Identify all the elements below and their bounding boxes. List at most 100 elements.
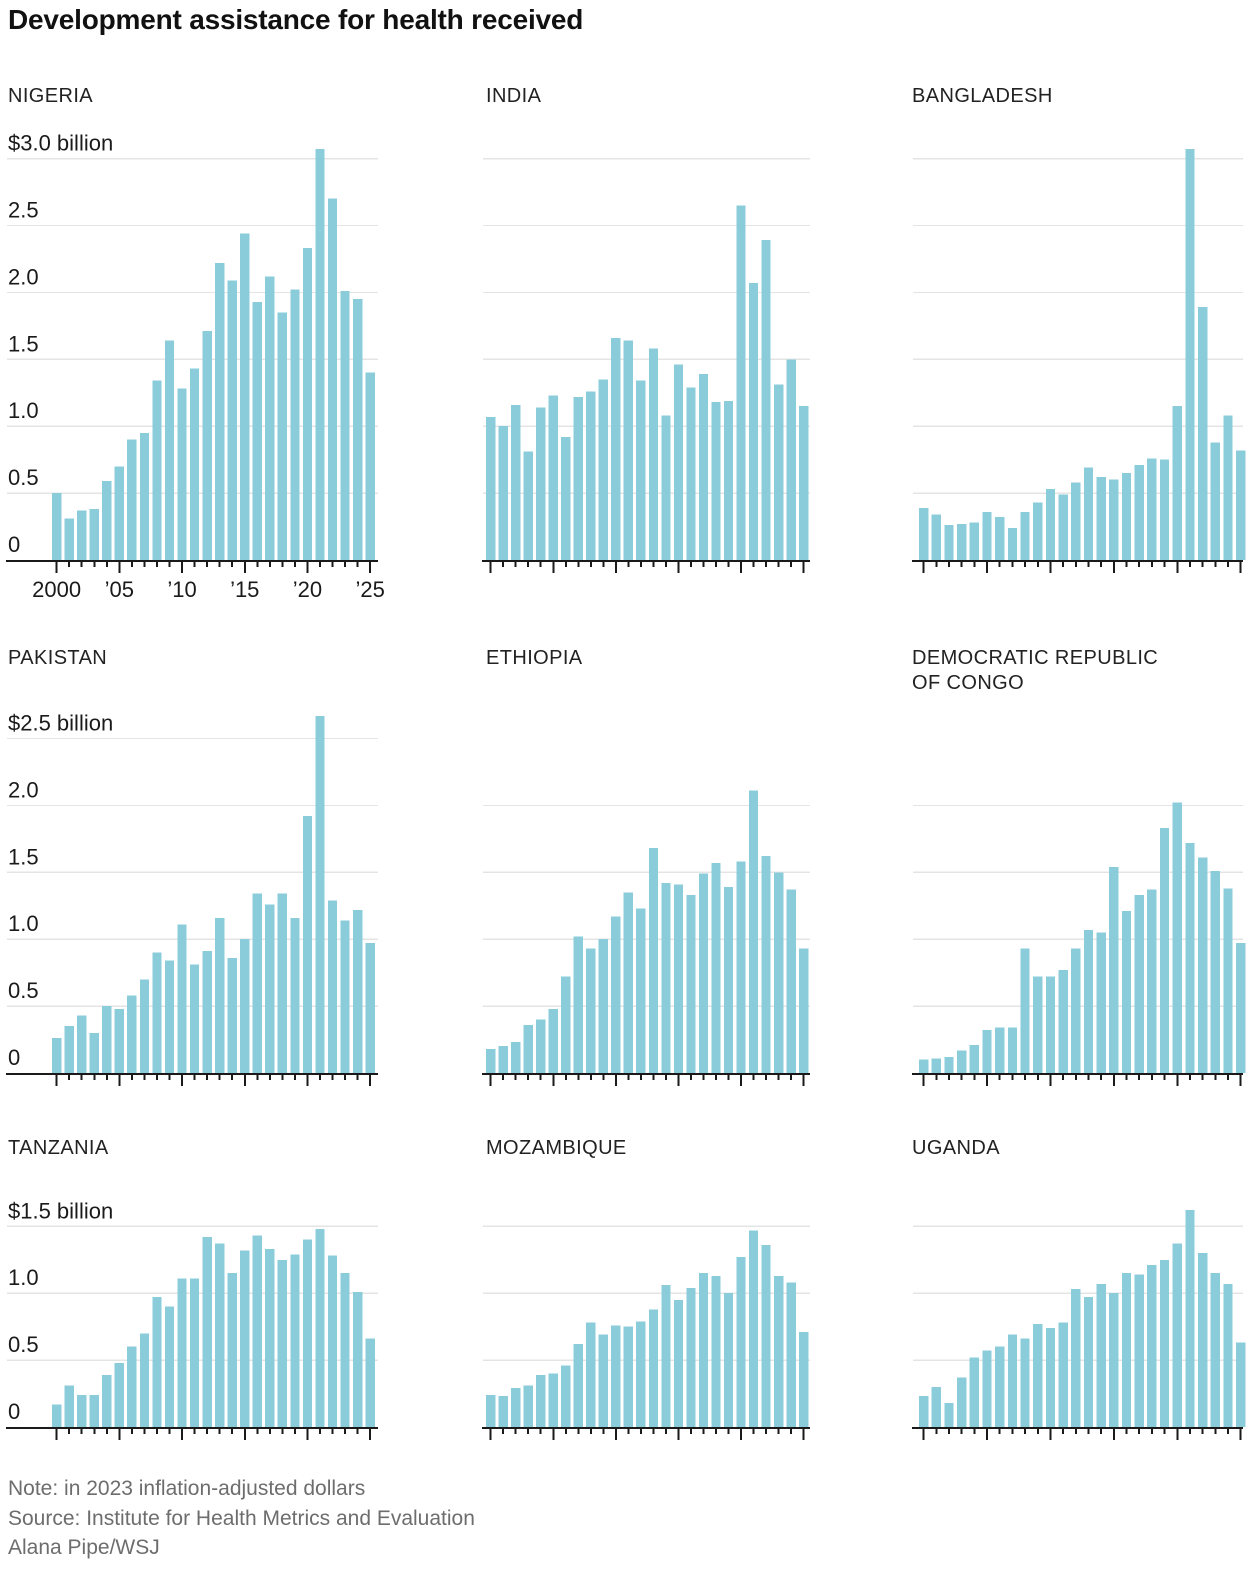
chart-pakistan: $2.5 billion 2.0 1.5 1.0 0.5 0 xyxy=(6,711,378,1086)
bar-2022 xyxy=(761,856,771,1073)
y-axis-tick-label: 0.5 xyxy=(8,465,39,490)
bar-2016 xyxy=(1121,473,1132,560)
x-axis-year-label: 2000 xyxy=(32,577,81,602)
bar-2013 xyxy=(215,1243,225,1427)
y-axis-tick-label: 2.0 xyxy=(8,777,39,802)
bar-2019 xyxy=(1159,459,1170,560)
bar-2021 xyxy=(748,1230,759,1427)
bar-2023 xyxy=(340,291,350,560)
bar-2023 xyxy=(773,872,784,1073)
bar-2017 xyxy=(1134,895,1144,1073)
bar-2020 xyxy=(302,248,313,560)
bar-2002 xyxy=(511,1388,521,1427)
bar-2021 xyxy=(1185,842,1195,1073)
bar-2012 xyxy=(1071,482,1081,560)
bar-2001 xyxy=(498,1046,508,1073)
bar-2017 xyxy=(1134,1274,1144,1427)
bar-2021 xyxy=(315,1228,325,1427)
bar-2008 xyxy=(586,948,596,1073)
bar-2019 xyxy=(1159,1259,1170,1427)
bar-2006 xyxy=(995,1346,1005,1427)
x-axis-year-label: ’20 xyxy=(293,577,322,602)
bar-2019 xyxy=(290,917,300,1073)
bar-2013 xyxy=(648,848,659,1073)
bar-2022 xyxy=(761,1245,771,1427)
bar-2005 xyxy=(114,1008,124,1073)
bar-2017 xyxy=(698,374,709,560)
bar-2007 xyxy=(1007,1027,1018,1073)
bar-2001 xyxy=(931,1058,941,1073)
bar-2007 xyxy=(1007,1334,1018,1427)
bar-2013 xyxy=(1083,467,1094,560)
bar-2011 xyxy=(623,1326,634,1427)
bar-2013 xyxy=(215,262,225,560)
chart-uganda xyxy=(912,1210,1246,1440)
bar-2001 xyxy=(64,518,74,560)
bar-2007 xyxy=(1007,527,1018,560)
bar-2011 xyxy=(1058,969,1068,1073)
bar-2023 xyxy=(1210,1273,1220,1427)
bar-2014 xyxy=(227,1273,237,1427)
bar-2003 xyxy=(523,1024,533,1073)
bar-2014 xyxy=(661,415,671,560)
bar-2001 xyxy=(64,1026,74,1073)
bar-2018 xyxy=(711,862,721,1073)
bar-2012 xyxy=(202,331,212,560)
bar-2017 xyxy=(698,1273,709,1427)
bar-2003 xyxy=(523,451,533,560)
bar-2013 xyxy=(648,1309,659,1427)
bar-2016 xyxy=(686,387,696,560)
bar-2018 xyxy=(1147,889,1157,1073)
bar-2013 xyxy=(1083,929,1094,1073)
footer-credit: Alana Pipe/WSJ xyxy=(8,1536,160,1559)
x-axis-year-label: ’10 xyxy=(167,577,196,602)
bar-2000 xyxy=(52,493,62,560)
bar-2025 xyxy=(1236,1342,1246,1427)
bar-2002 xyxy=(77,1394,87,1427)
bar-2020 xyxy=(1172,802,1182,1073)
bar-2025 xyxy=(365,372,375,560)
bar-2009 xyxy=(598,1334,608,1427)
bar-2001 xyxy=(498,1396,508,1427)
bar-2008 xyxy=(586,391,596,560)
bar-2011 xyxy=(1058,1322,1068,1427)
bar-2024 xyxy=(786,359,796,560)
bar-2000 xyxy=(919,1396,929,1427)
bar-2012 xyxy=(1071,948,1081,1073)
country-label-uganda: UGANDA xyxy=(912,1137,1000,1159)
country-label-bangladesh: BANGLADESH xyxy=(912,85,1053,107)
bar-2000 xyxy=(486,416,496,560)
bar-2012 xyxy=(636,908,646,1073)
bar-2009 xyxy=(164,340,175,560)
bar-2007 xyxy=(139,432,150,560)
chart-tanzania: $1.5 billion 1.0 0.5 0 xyxy=(6,1198,378,1440)
bar-2007 xyxy=(139,979,150,1073)
bar-2006 xyxy=(561,976,571,1073)
bar-2025 xyxy=(365,1338,375,1427)
bar-2011 xyxy=(1058,494,1068,560)
bar-2005 xyxy=(114,1362,124,1427)
bar-2020 xyxy=(1172,1243,1182,1427)
bar-2024 xyxy=(1223,415,1233,560)
bar-2005 xyxy=(548,1373,558,1427)
bar-2025 xyxy=(799,406,809,560)
bar-2003 xyxy=(89,1394,99,1427)
bar-2022 xyxy=(327,1255,338,1427)
bar-2024 xyxy=(1223,888,1233,1073)
bar-2013 xyxy=(215,917,225,1073)
bar-2024 xyxy=(352,1291,363,1427)
bar-2022 xyxy=(1197,307,1208,560)
bar-2007 xyxy=(573,1344,583,1427)
bar-2006 xyxy=(561,1365,571,1427)
bar-2007 xyxy=(573,396,583,560)
bar-2004 xyxy=(969,522,980,560)
x-axis-year-label: ’05 xyxy=(105,577,134,602)
bar-2010 xyxy=(177,1278,187,1427)
bar-2017 xyxy=(265,1249,275,1427)
bar-2020 xyxy=(1172,406,1182,560)
bar-2000 xyxy=(919,1059,929,1073)
bar-2019 xyxy=(723,400,734,560)
bar-2004 xyxy=(536,1019,546,1073)
bar-2008 xyxy=(586,1322,596,1427)
bar-2025 xyxy=(799,948,809,1073)
